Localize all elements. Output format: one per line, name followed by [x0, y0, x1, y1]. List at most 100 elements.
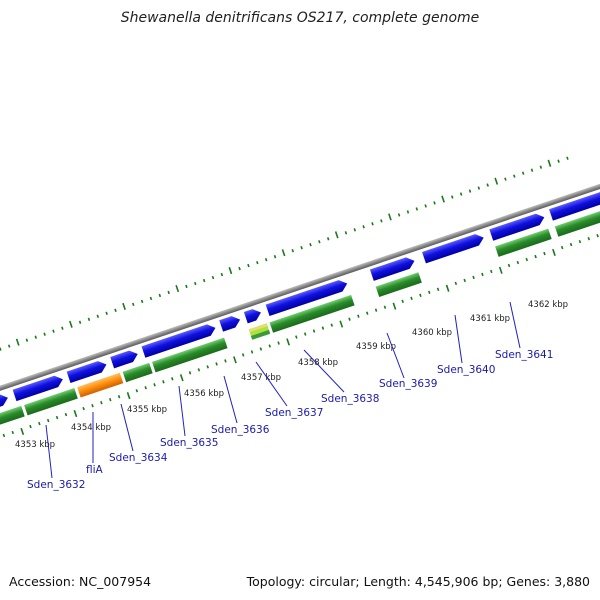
outer-tick [7, 344, 11, 348]
outer-tick [25, 338, 29, 342]
outer-tick [291, 249, 294, 253]
inner-tick [11, 430, 14, 435]
outer-tick [122, 302, 126, 310]
inner-tick [259, 347, 263, 351]
kbp-label-4361: 4361 kbp [470, 314, 510, 324]
genome-summary-text: Topology: circular; Length: 4,545,906 bp… [246, 574, 590, 589]
gene-arrow [12, 375, 63, 402]
cds-segment-detail [248, 323, 268, 333]
inner-tick [303, 332, 307, 336]
inner-tick [472, 275, 475, 280]
outer-tick [521, 171, 525, 175]
gene-arrow [369, 257, 415, 281]
inner-tick [498, 266, 503, 274]
inner-tick [91, 403, 94, 408]
outer-tick [494, 177, 499, 185]
kbp-label-4359: 4359 kbp [356, 342, 396, 352]
outer-tick [424, 204, 427, 208]
gene-arrow [489, 213, 545, 241]
inner-tick [100, 400, 103, 405]
gene-label-flia[interactable]: fliA [86, 464, 104, 476]
inner-tick [383, 305, 387, 309]
cds-segment-detail [250, 329, 271, 340]
outer-tick [0, 347, 2, 351]
map-title: Shewanella denitrificans OS217, complete… [120, 10, 480, 26]
gene-label-sden-3636[interactable]: Sden_3636 [211, 424, 270, 436]
inner-tick [516, 260, 520, 265]
outer-tick [140, 299, 144, 304]
inner-tick [250, 350, 254, 354]
outer-tick [415, 207, 419, 211]
inner-tick [64, 412, 68, 417]
outer-tick [513, 174, 516, 178]
outer-tick [362, 225, 365, 229]
inner-tick [587, 236, 591, 241]
kbp-labels: 4353 kbp 4354 kbp 4355 kbp 4356 kbp 4357… [15, 300, 568, 450]
cds-segment [152, 337, 228, 373]
inner-tick [445, 284, 450, 292]
inner-tick [286, 338, 290, 346]
outer-tick [353, 228, 357, 232]
outer-tick [451, 195, 454, 199]
inner-tick [153, 383, 156, 387]
inner-tick [436, 287, 440, 292]
gene-label-sden-3641[interactable]: Sden_3641 [495, 349, 553, 361]
gene-arrow [422, 234, 484, 264]
kbp-label-4358: 4358 kbp [298, 358, 338, 368]
inner-tick [374, 308, 378, 312]
outer-tick [539, 165, 543, 169]
inner-tick [29, 424, 32, 429]
outer-tick [326, 237, 330, 241]
gene-label-sden-3639[interactable]: Sden_3639 [379, 378, 437, 390]
outer-tick [273, 254, 277, 259]
outer-tick [380, 219, 383, 223]
gene-label-sden-3638[interactable]: Sden_3638 [321, 393, 379, 405]
outer-tick [256, 260, 259, 265]
kbp-label-4353: 4353 kbp [15, 440, 55, 450]
inner-tick [197, 368, 201, 372]
inner-tick [241, 353, 245, 357]
cds-segment [269, 294, 355, 333]
inner-tick [392, 302, 397, 310]
outer-tick [105, 311, 108, 315]
inner-tick [277, 341, 280, 345]
cds-segment [24, 388, 78, 416]
gene-leader-lines [45, 301, 521, 479]
gene-arrow [243, 309, 261, 324]
inner-tick [569, 242, 573, 247]
inner-tick [171, 377, 174, 381]
inner-tick [543, 251, 546, 256]
inner-tick [428, 290, 431, 295]
outer-tick [34, 335, 37, 339]
outer-tick [566, 156, 569, 160]
kbp-label-4355: 4355 kbp [127, 405, 167, 415]
gene-label-sden-3640[interactable]: Sden_3640 [437, 364, 495, 376]
inner-tick [454, 281, 458, 286]
inner-tick [357, 314, 360, 318]
gene-label-sden-3637[interactable]: Sden_3637 [265, 407, 323, 419]
gene-label-sden-3635[interactable]: Sden_3635 [160, 437, 218, 449]
genome-backbone [0, 175, 600, 398]
gene-label-sden-3632[interactable]: Sden_3632 [27, 479, 85, 491]
gene-arrow [110, 350, 138, 369]
outer-tick [309, 243, 312, 247]
outer-tick [132, 302, 135, 307]
inner-tick [534, 254, 537, 259]
inner-tick [419, 293, 422, 297]
gene-arrow [66, 361, 107, 383]
gene-label-sden-3634[interactable]: Sden_3634 [109, 452, 168, 464]
outer-tick [52, 329, 55, 333]
outer-tick [264, 257, 268, 262]
inner-tick [481, 272, 484, 277]
inner-tick [463, 278, 466, 283]
gene-arrow [141, 324, 216, 358]
inner-tick [525, 257, 528, 262]
inner-tick [224, 359, 227, 363]
gene-labels: Sden_3632 fliA Sden_3634 Sden_3635 Sden_… [27, 349, 553, 491]
cds-segment [495, 228, 552, 257]
inner-tick [188, 371, 192, 375]
inner-tick [144, 386, 147, 390]
outer-tick [175, 284, 180, 293]
outer-tick-row [0, 156, 569, 351]
